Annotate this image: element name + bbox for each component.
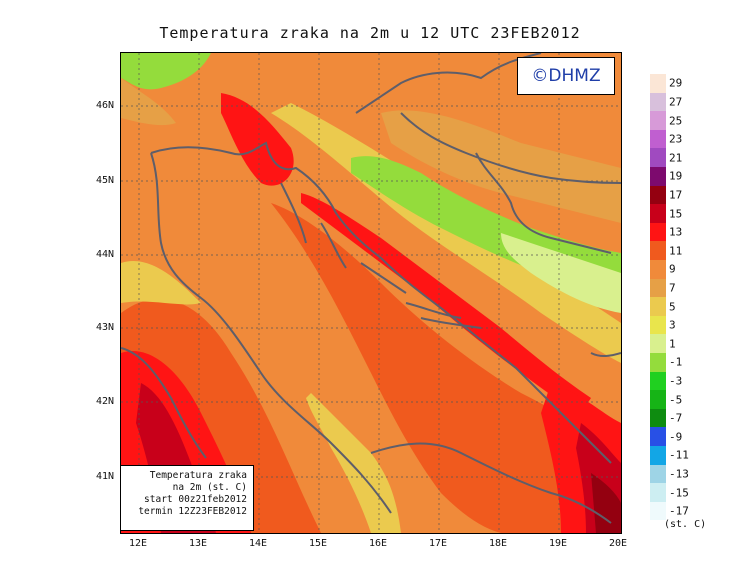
- field-se-darkest: [591, 473, 621, 533]
- lon-tick-13e: 13E: [188, 538, 208, 549]
- lat-tick-41n: 41N: [95, 471, 114, 482]
- legend-swatch: [650, 408, 666, 428]
- legend-label: 15: [669, 207, 683, 220]
- legend-label: -11: [669, 448, 689, 462]
- legend-label: 3: [669, 318, 676, 332]
- legend-swatch: [650, 278, 666, 298]
- lon-tick-20e: 20E: [608, 538, 628, 549]
- legend-swatch: [650, 446, 666, 465]
- lat-tick-42n: 42N: [95, 396, 114, 407]
- legend-label: 27: [669, 95, 683, 109]
- legend-label: 13: [669, 225, 683, 239]
- field-coast-red: [301, 193, 591, 413]
- field-inland-lightgreen: [501, 233, 621, 313]
- legend-label: -15: [669, 486, 689, 499]
- legend-swatch: [650, 74, 666, 93]
- legend-label: 5: [669, 300, 676, 313]
- lon-tick-15e: 15E: [308, 538, 328, 549]
- lat-tick-46n: 46N: [95, 100, 114, 111]
- legend-label: -5: [669, 393, 683, 406]
- legend-swatch: [650, 241, 666, 260]
- legend-label: 19: [669, 169, 683, 183]
- legend-label: 29: [669, 76, 683, 90]
- info-box: Temperatura zraka na 2m (st. C) start 00…: [120, 465, 254, 531]
- legend-swatch: [650, 427, 666, 446]
- lat-tick-44n: 44N: [95, 249, 114, 260]
- legend-swatch: [650, 92, 666, 112]
- legend-swatch: [650, 297, 666, 316]
- legend-swatch: [650, 111, 666, 130]
- dhmz-watermark: ©DHMZ: [517, 57, 615, 95]
- lon-tick-17e: 17E: [428, 538, 448, 549]
- lon-tick-18e: 18E: [488, 538, 508, 549]
- legend-swatch: [650, 501, 666, 521]
- legend-swatch: [650, 167, 666, 186]
- legend-swatch: [650, 260, 666, 279]
- legend-swatch: [650, 483, 666, 502]
- legend-label: -3: [669, 374, 683, 388]
- legend-label: 17: [669, 188, 683, 202]
- lon-tick-19e: 19E: [548, 538, 568, 549]
- legend-swatch: [650, 185, 666, 205]
- legend-label: -7: [669, 411, 683, 425]
- lon-tick-14e: 14E: [248, 538, 268, 549]
- legend-label: 23: [669, 132, 683, 146]
- lon-tick-12e: 12E: [128, 538, 148, 549]
- map-title: Temperatura zraka na 2m u 12 UTC 23FEB20…: [159, 24, 581, 42]
- field-nw-green: [121, 53, 211, 90]
- legend-label: -13: [669, 467, 689, 481]
- gridlines: [121, 53, 621, 533]
- legend-swatch: [650, 353, 666, 372]
- legend-swatch: [650, 464, 666, 484]
- legend-label: -17: [669, 504, 689, 518]
- legend-swatch: [650, 129, 666, 149]
- temperature-map: [120, 52, 622, 534]
- lat-tick-43n: 43N: [95, 322, 114, 333]
- legend-label: 9: [669, 262, 676, 276]
- info-line-2: na 2m (st. C): [172, 482, 247, 493]
- legend-swatch: [650, 315, 666, 335]
- legend-label: 25: [669, 114, 683, 127]
- legend-unit: (st. C): [664, 519, 707, 530]
- legend-label: 21: [669, 151, 683, 165]
- map-svg: [121, 53, 621, 533]
- legend-swatch: [650, 148, 666, 167]
- legend-swatch: [650, 371, 666, 391]
- legend-swatch: [650, 390, 666, 409]
- legend-swatch: [650, 204, 666, 223]
- legend-label: -9: [669, 430, 683, 444]
- legend-swatch: [650, 334, 666, 353]
- field-italy-east-yellow: [306, 393, 401, 533]
- info-line-3: start 00z21feb2012: [144, 494, 247, 505]
- field-italy-yellow: [121, 261, 201, 305]
- info-line-4: termin 12Z23FEB2012: [138, 506, 247, 517]
- info-line-1: Temperatura zraka: [149, 470, 247, 481]
- legend-label: 7: [669, 281, 676, 295]
- field-adriatic-center: [271, 203, 621, 533]
- coastlines: [121, 53, 621, 524]
- legend-swatch: [650, 222, 666, 242]
- field-nw-band: [121, 78, 176, 126]
- legend-label: 1: [669, 337, 676, 351]
- lon-tick-16e: 16E: [368, 538, 388, 549]
- lat-tick-45n: 45N: [95, 175, 114, 186]
- legend-label: 11: [669, 244, 683, 258]
- legend-label: -1: [669, 355, 683, 369]
